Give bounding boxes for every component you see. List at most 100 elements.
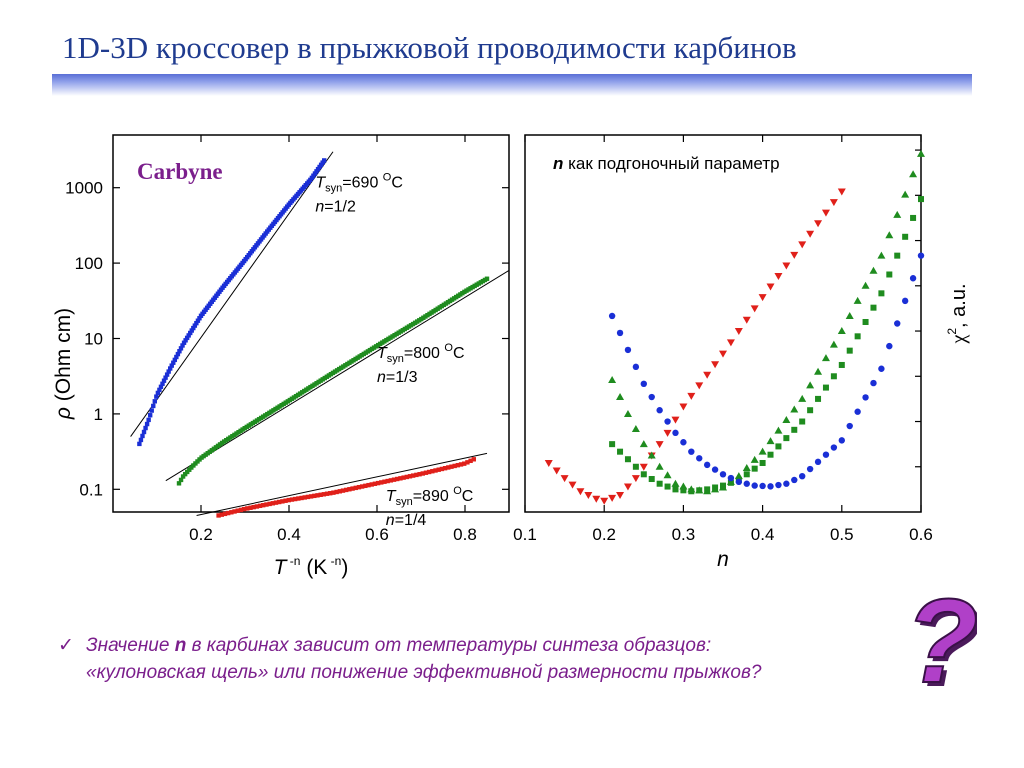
- data-point: [893, 210, 902, 218]
- data-point: [814, 220, 823, 228]
- data-point: [870, 379, 877, 387]
- right-x-tick-label: 0.1: [513, 525, 537, 544]
- data-point: [783, 435, 790, 442]
- data-point: [790, 405, 799, 413]
- series-label-sub: syn: [396, 496, 413, 508]
- data-point: [719, 471, 727, 478]
- data-point: [328, 491, 333, 496]
- data-point: [886, 342, 893, 350]
- data-point: [143, 425, 148, 431]
- series-label-n-symbol: n: [386, 512, 395, 529]
- data-point: [347, 487, 352, 492]
- data-point: [814, 458, 822, 466]
- series-label-unit: C: [462, 488, 474, 505]
- data-point: [830, 444, 838, 451]
- data-point: [616, 329, 624, 337]
- data-point: [340, 488, 346, 493]
- data-point: [158, 384, 164, 390]
- right-y-label-text: , a.u.: [948, 283, 970, 327]
- right-y-axis-label: χ2, a.u.: [945, 283, 970, 344]
- left-y-tick-label: 1: [94, 405, 103, 424]
- data-point: [257, 503, 263, 509]
- data-point: [308, 494, 314, 499]
- right-series-green-square: [609, 196, 924, 495]
- right-x-tick-label: 0.5: [830, 525, 854, 544]
- data-point: [640, 471, 647, 478]
- data-point: [458, 462, 464, 467]
- data-point: [188, 330, 193, 336]
- data-point: [592, 495, 601, 503]
- bullet-line-1: Значение n в карбинах зависит от темпера…: [86, 632, 908, 659]
- data-point: [270, 501, 276, 506]
- data-point: [166, 369, 171, 374]
- data-point: [664, 418, 671, 425]
- data-point: [878, 365, 885, 372]
- data-point: [775, 443, 782, 450]
- series-label-unit: C: [391, 175, 403, 192]
- data-point: [382, 479, 387, 484]
- right-panel-annotation: n как подгоночный параметр: [553, 154, 780, 173]
- data-point: [283, 498, 288, 503]
- data-point: [639, 440, 648, 448]
- left-y-axis-label: ρ (Ohm cm): [52, 308, 75, 420]
- data-point: [273, 500, 279, 505]
- data-point: [703, 371, 712, 379]
- left-x-label-exponent: -n: [286, 554, 300, 568]
- data-point: [186, 333, 191, 338]
- series-label-value: =890: [413, 488, 453, 505]
- question-mark-shadow: ?: [909, 586, 977, 696]
- data-point: [423, 470, 429, 475]
- data-point: [433, 468, 438, 473]
- series-label-unit: C: [453, 345, 465, 362]
- data-point: [901, 297, 909, 305]
- data-point: [742, 464, 751, 472]
- data-point: [703, 461, 711, 469]
- series-label-n-symbol: n: [377, 369, 386, 386]
- data-point: [743, 480, 750, 487]
- data-point: [688, 448, 695, 455]
- data-point: [822, 451, 830, 458]
- data-point: [264, 502, 269, 507]
- left-x-label-units: (K: [300, 556, 327, 579]
- fit-line: [165, 269, 510, 482]
- fit-line: [130, 151, 334, 437]
- data-point: [799, 472, 806, 480]
- data-point: [758, 447, 767, 455]
- data-point: [639, 463, 648, 471]
- data-point: [251, 504, 256, 510]
- data-point: [671, 416, 680, 424]
- data-point: [299, 495, 304, 501]
- data-point: [917, 149, 925, 157]
- data-point: [350, 486, 355, 491]
- data-point: [369, 482, 374, 487]
- right-x-axis-label: n: [717, 548, 729, 571]
- right-series-blue-circle: [608, 252, 925, 490]
- data-point: [774, 426, 783, 434]
- data-point: [759, 482, 766, 490]
- data-point: [420, 471, 425, 476]
- data-point: [452, 463, 457, 469]
- data-point: [909, 275, 917, 282]
- left-x-tick-label: 0.8: [453, 525, 477, 544]
- data-point: [267, 501, 272, 507]
- carbyne-label: Carbyne: [137, 159, 223, 184]
- data-point: [289, 497, 295, 502]
- data-point: [277, 499, 282, 505]
- data-point: [837, 327, 846, 335]
- data-point: [426, 469, 432, 475]
- data-point: [169, 363, 174, 368]
- data-point: [711, 466, 719, 473]
- series-label-value: =690: [342, 175, 382, 192]
- data-point: [617, 448, 624, 455]
- data-point: [180, 343, 185, 348]
- bullet-line-2: «кулоновская щель» или понижение эффекти…: [86, 662, 762, 683]
- data-point: [385, 478, 390, 484]
- data-point: [712, 484, 719, 491]
- data-point: [775, 481, 782, 489]
- data-point: [195, 318, 201, 323]
- data-point: [719, 350, 727, 358]
- data-point: [168, 366, 173, 371]
- series-label-T: T: [377, 345, 388, 362]
- data-point: [680, 487, 687, 494]
- data-point: [312, 493, 317, 499]
